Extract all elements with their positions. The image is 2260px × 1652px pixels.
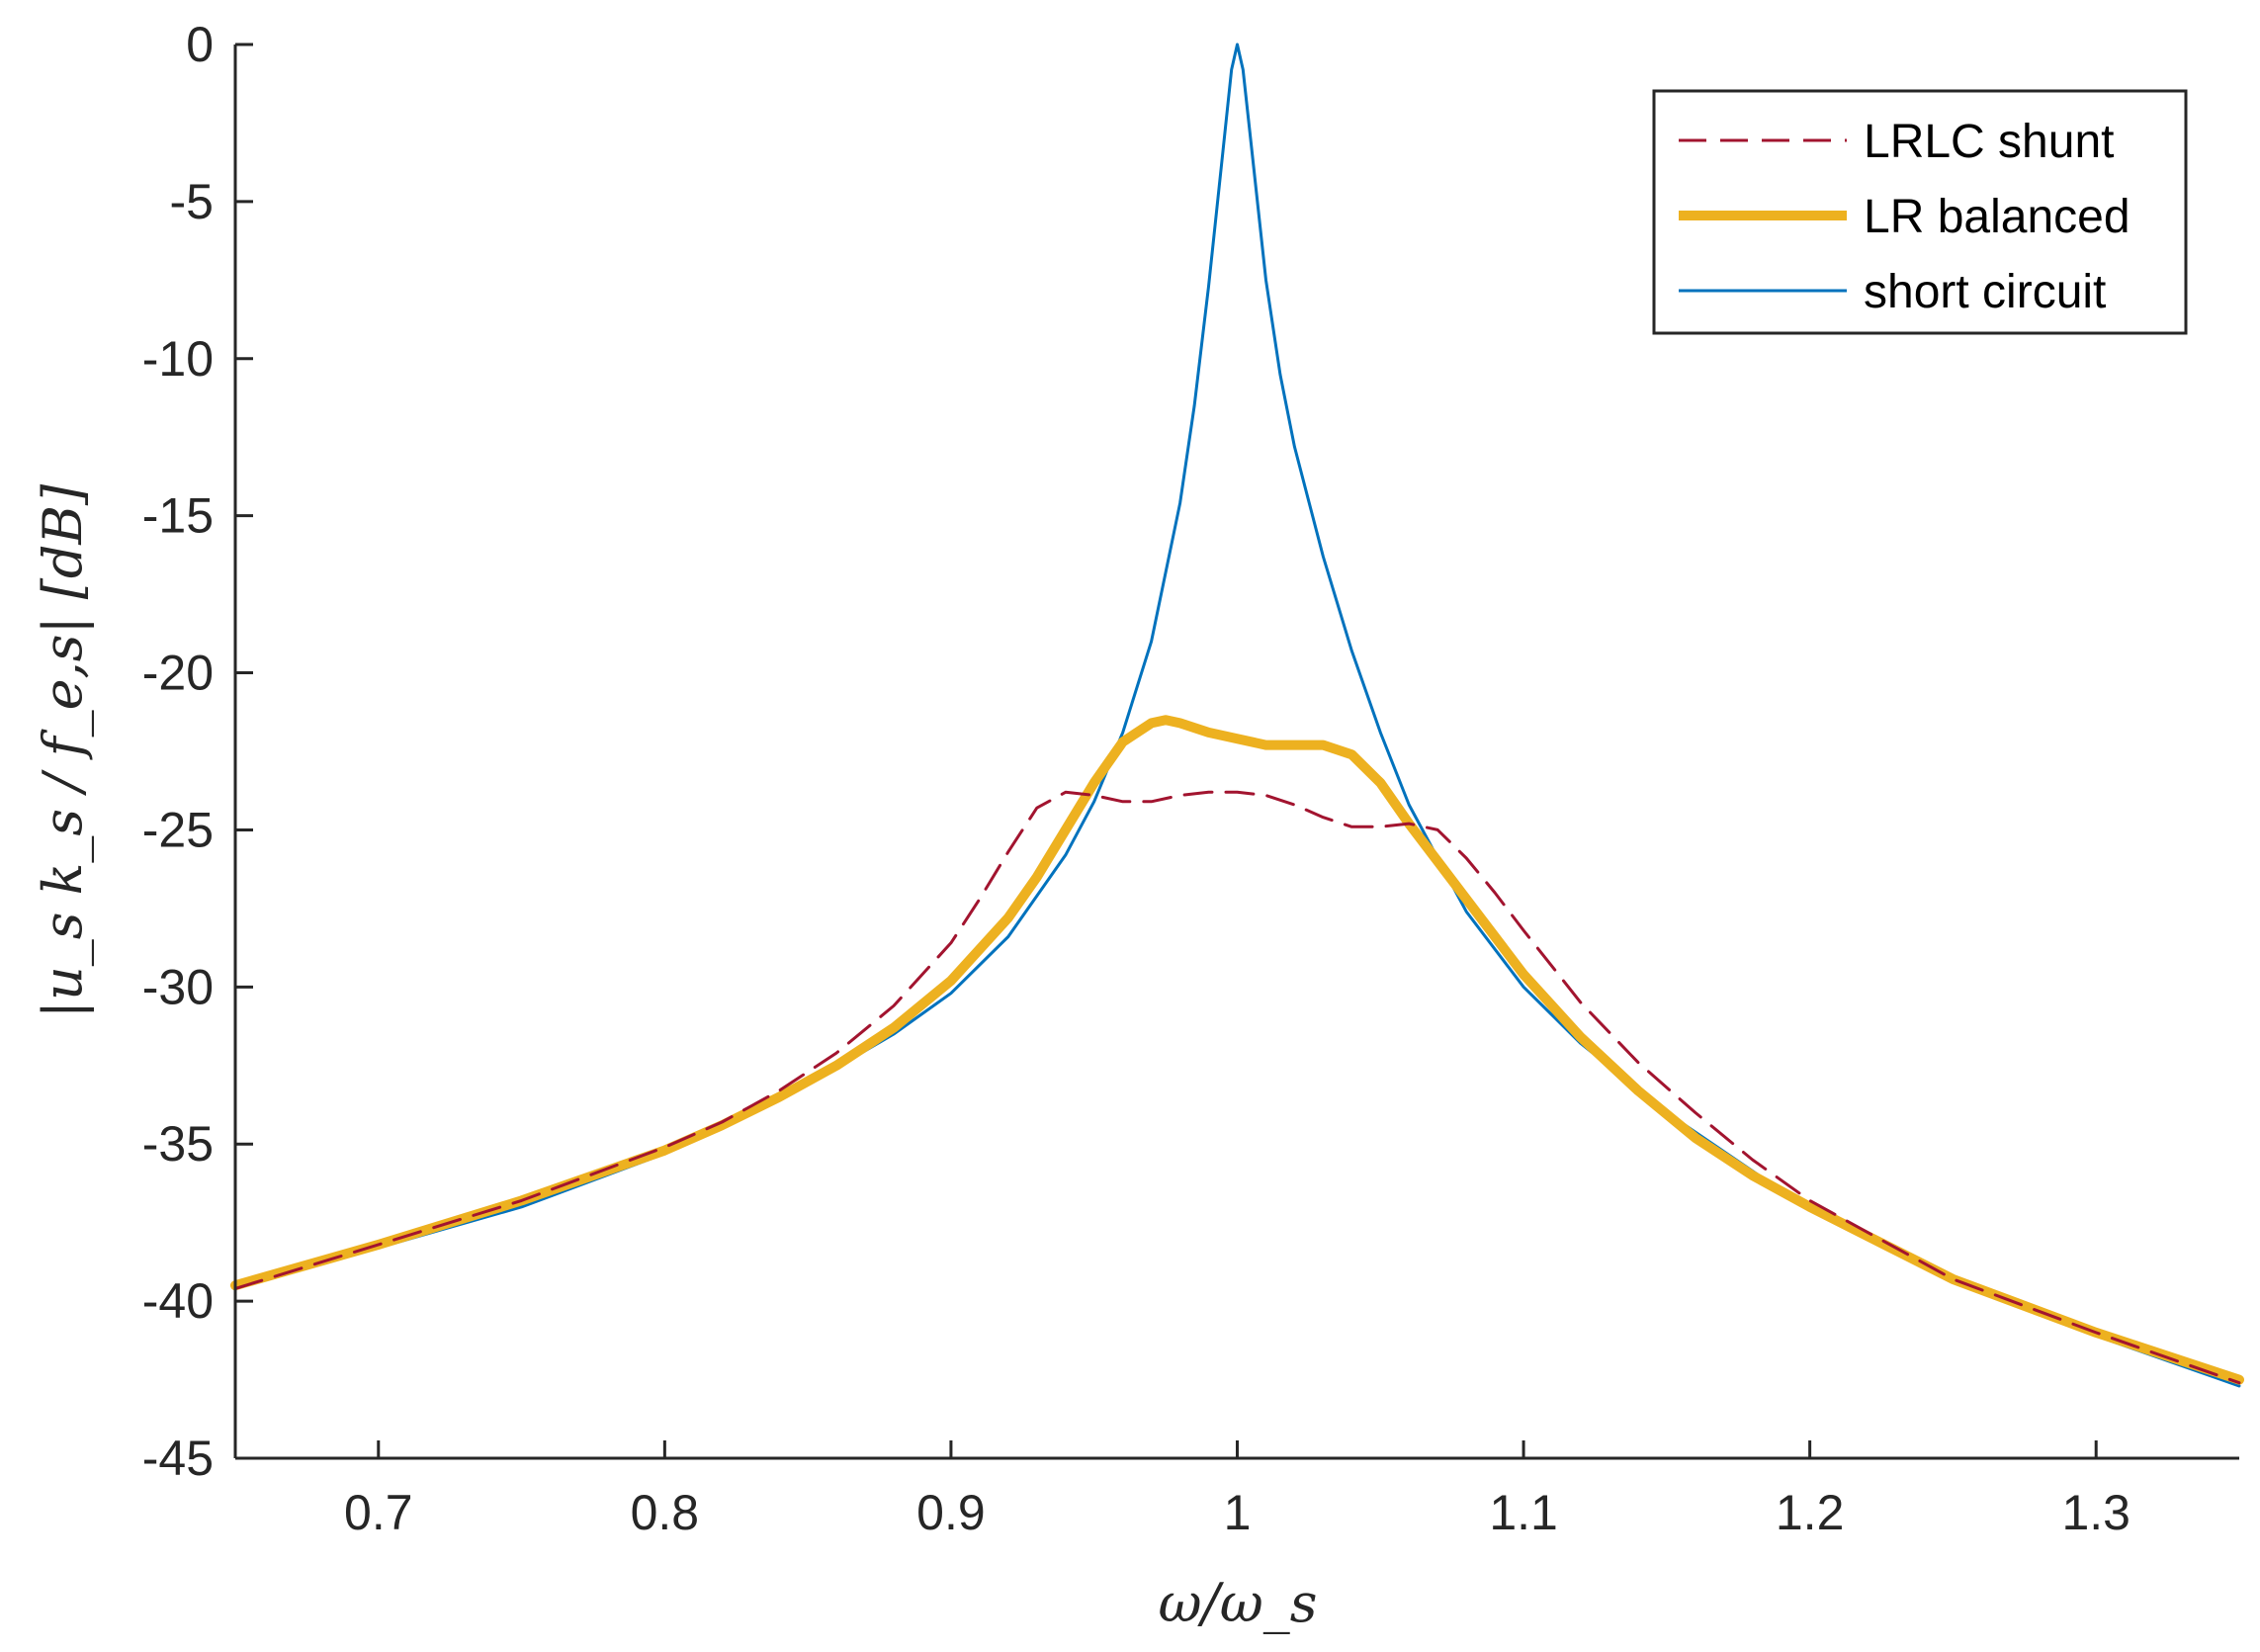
- y-axis-title: |u_s k_s / f_e,s| [dB]: [32, 483, 94, 1018]
- series-line-0: [233, 790, 2241, 1385]
- series-line-2: [233, 43, 2241, 1388]
- legend-label-1: LR balanced: [1864, 191, 2130, 243]
- y-tick-label: -40: [142, 1273, 214, 1329]
- x-tick-label: 1: [1224, 1485, 1252, 1540]
- y-tick-label: -25: [142, 802, 214, 857]
- legend: LRLC shunt LR balanced short circuit: [1652, 89, 2188, 335]
- y-tick-label: -5: [170, 174, 214, 229]
- y-tick-label: -15: [142, 488, 214, 544]
- x-tick-label: 1.3: [2061, 1485, 2130, 1540]
- x-ticks: 0.7 0.8 0.9 1 1.1 1.2 1.3: [344, 1440, 2130, 1540]
- y-tick-label: -20: [142, 646, 214, 701]
- x-tick-label: 0.7: [344, 1485, 413, 1540]
- legend-label-0: LRLC shunt: [1864, 116, 2114, 168]
- legend-entries: LRLC shunt LR balanced short circuit: [1679, 116, 2130, 318]
- x-tick-label: 0.9: [916, 1485, 986, 1540]
- y-tick-label: -10: [142, 331, 214, 387]
- x-axis-title: ω/ω_s: [1159, 1572, 1318, 1634]
- y-ticks: 0 -5 -10 -15 -20 -25 -30 -35 -40 -45: [142, 17, 253, 1486]
- y-tick-label: -45: [142, 1431, 214, 1486]
- legend-label-2: short circuit: [1864, 266, 2106, 318]
- series-line-1: [230, 715, 2244, 1385]
- y-tick-label: -35: [142, 1116, 214, 1172]
- x-tick-label: 1.1: [1489, 1485, 1558, 1540]
- x-tick-label: 1.2: [1776, 1485, 1845, 1540]
- y-tick-label: -30: [142, 959, 214, 1014]
- x-tick-label: 0.8: [631, 1485, 700, 1540]
- series-layer: [230, 43, 2244, 1388]
- y-tick-label: 0: [186, 17, 214, 72]
